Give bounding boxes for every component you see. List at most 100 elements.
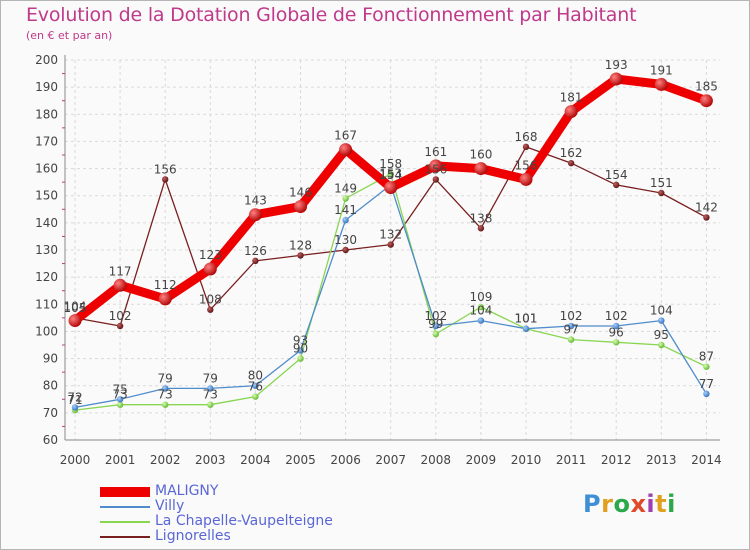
data-label-lignorelles: 162 bbox=[560, 146, 583, 160]
logo-letter: i bbox=[667, 490, 676, 518]
data-point-villy bbox=[658, 317, 665, 324]
data-point-maligny bbox=[519, 172, 533, 186]
data-point-lignorelles bbox=[567, 159, 575, 167]
data-label-maligny: 146 bbox=[289, 186, 312, 200]
y-tick-label: 200 bbox=[35, 53, 58, 67]
data-point-villy bbox=[567, 322, 575, 330]
y-tick-label: 120 bbox=[35, 270, 58, 284]
data-point-villy bbox=[477, 317, 485, 324]
axes: 60 70 80 90 100 110 120 130 140 150 160 170 180 190 20… bbox=[35, 53, 722, 467]
x-tick-label: 2012 bbox=[601, 453, 632, 467]
x-tick-label: 2005 bbox=[285, 453, 316, 467]
legend-swatch bbox=[100, 487, 150, 497]
data-label-villy: 102 bbox=[560, 309, 583, 323]
data-point-lignorelles bbox=[162, 176, 169, 183]
data-point-maligny bbox=[699, 94, 713, 108]
data-point-la-chapelle-vaupelteigne bbox=[116, 401, 124, 408]
data-label-la-chapelle-vaupelteigne: 95 bbox=[654, 328, 669, 342]
data-label-villy: 104 bbox=[650, 304, 673, 318]
data-label-maligny: 143 bbox=[244, 194, 267, 208]
x-tick-label: 2007 bbox=[375, 453, 406, 467]
y-tick-label: 170 bbox=[35, 134, 58, 148]
data-point-maligny bbox=[68, 314, 82, 328]
data-point-la-chapelle-vaupelteigne bbox=[658, 341, 665, 349]
y-tick-label: 180 bbox=[35, 107, 58, 121]
data-point-maligny bbox=[248, 208, 262, 222]
logo-letter: r bbox=[601, 490, 614, 518]
data-point-villy bbox=[522, 325, 530, 332]
data-point-la-chapelle-vaupelteigne bbox=[297, 355, 304, 362]
data-label-lignorelles: 156 bbox=[424, 162, 447, 176]
chart-title: Evolution de la Dotation Globale de Fonc… bbox=[26, 4, 637, 26]
x-tick-label: 2008 bbox=[421, 453, 452, 467]
data-point-lignorelles bbox=[297, 252, 304, 259]
data-label-villy: 72 bbox=[67, 390, 82, 404]
data-label-lignorelles: 108 bbox=[199, 293, 222, 307]
data-label-maligny: 161 bbox=[424, 145, 447, 159]
data-point-la-chapelle-vaupelteigne bbox=[342, 195, 349, 202]
data-label-la-chapelle-vaupelteigne: 101 bbox=[515, 312, 538, 326]
data-label-la-chapelle-vaupelteigne: 90 bbox=[293, 342, 308, 356]
data-point-maligny bbox=[294, 200, 307, 214]
data-point-maligny bbox=[654, 77, 668, 91]
data-label-lignorelles: 128 bbox=[289, 238, 312, 252]
chart-subtitle: (en € et par an) bbox=[26, 29, 113, 42]
data-point-lignorelles bbox=[477, 225, 485, 232]
data-point-maligny bbox=[429, 159, 443, 173]
data-label-villy: 104 bbox=[469, 304, 492, 318]
data-point-la-chapelle-vaupelteigne bbox=[387, 170, 394, 178]
data-label-la-chapelle-vaupelteigne: 76 bbox=[248, 380, 263, 394]
data-label-maligny: 181 bbox=[560, 91, 583, 105]
data-point-maligny bbox=[158, 292, 172, 306]
data-point-lignorelles bbox=[432, 176, 439, 183]
data-point-la-chapelle-vaupelteigne bbox=[432, 330, 439, 338]
legend-swatch bbox=[100, 521, 150, 523]
data-point-la-chapelle-vaupelteigne bbox=[613, 339, 620, 346]
legend-label: MALIGNY bbox=[155, 483, 219, 499]
logo-letter: P bbox=[583, 490, 602, 518]
data-point-la-chapelle-vaupelteigne bbox=[477, 303, 485, 311]
x-tick-label: 2011 bbox=[556, 453, 587, 467]
data-label-la-chapelle-vaupelteigne: 87 bbox=[699, 350, 714, 364]
data-point-villy bbox=[432, 322, 439, 330]
y-tick-label: 160 bbox=[35, 162, 58, 176]
data-point-maligny bbox=[113, 278, 127, 292]
data-point-villy bbox=[703, 390, 710, 398]
series-points bbox=[68, 72, 713, 414]
proxiti-logo: Proxiti bbox=[583, 490, 676, 518]
logo-letter: o bbox=[613, 490, 631, 518]
data-label-maligny: 167 bbox=[334, 129, 357, 143]
data-label-maligny: 153 bbox=[379, 167, 402, 181]
data-point-la-chapelle-vaupelteigne bbox=[252, 393, 259, 400]
data-label-villy: 102 bbox=[605, 309, 628, 323]
data-point-villy bbox=[297, 347, 304, 354]
data-label-lignorelles: 130 bbox=[334, 233, 357, 247]
logo-letter: i bbox=[646, 490, 656, 518]
x-tick-label: 2009 bbox=[466, 453, 497, 467]
legend-label: Lignorelles bbox=[155, 528, 231, 544]
data-point-lignorelles bbox=[207, 306, 214, 313]
y-tick-label: 60 bbox=[43, 433, 58, 447]
x-tick-label: 2001 bbox=[105, 453, 136, 467]
x-tick-label: 2010 bbox=[511, 453, 542, 467]
y-tick-label: 190 bbox=[35, 80, 58, 94]
data-point-villy bbox=[71, 404, 79, 411]
data-label-la-chapelle-vaupelteigne: 109 bbox=[469, 290, 492, 304]
data-point-maligny bbox=[339, 143, 353, 157]
data-label-la-chapelle-vaupelteigne: 97 bbox=[563, 323, 578, 337]
data-label-lignorelles: 154 bbox=[605, 168, 628, 182]
data-label-lignorelles: 168 bbox=[515, 130, 538, 144]
data-label-maligny: 156 bbox=[515, 158, 538, 172]
y-tick-label: 90 bbox=[43, 352, 58, 366]
data-label-lignorelles: 132 bbox=[379, 228, 402, 242]
x-tick-label: 2014 bbox=[691, 453, 722, 467]
data-point-maligny bbox=[474, 162, 488, 176]
y-tick-label: 110 bbox=[35, 297, 58, 311]
grid bbox=[65, 59, 720, 441]
data-label-la-chapelle-vaupelteigne: 73 bbox=[112, 388, 127, 402]
data-point-villy bbox=[342, 216, 349, 224]
y-tick-label: 100 bbox=[35, 324, 58, 338]
data-label-maligny: 160 bbox=[469, 148, 492, 162]
